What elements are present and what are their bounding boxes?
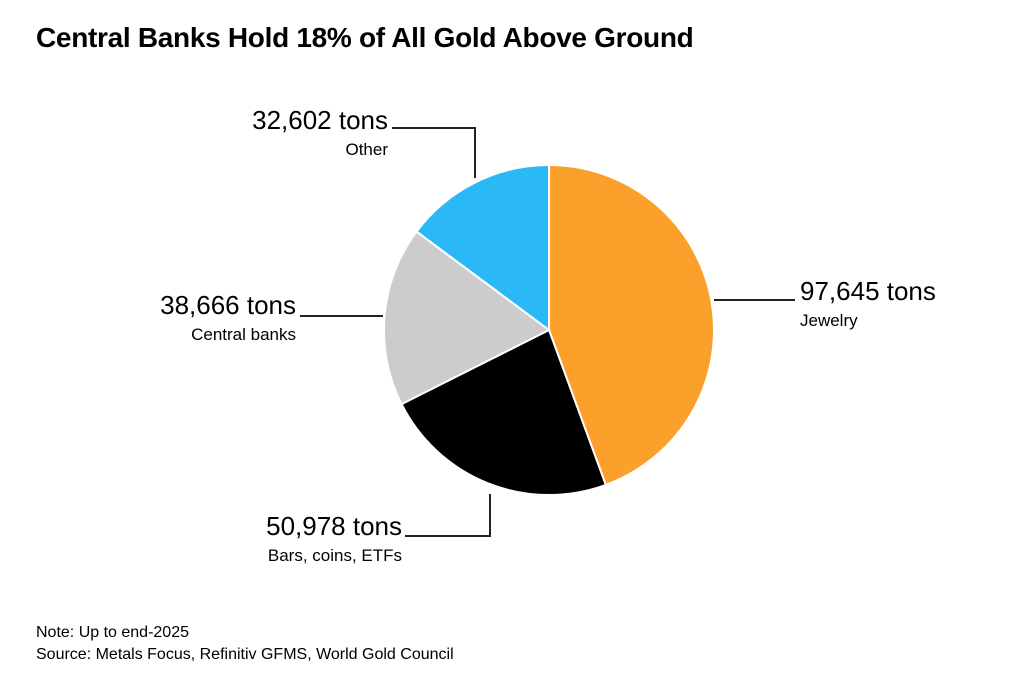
category-label-bars-coins-etfs: Bars, coins, ETFs [268,546,402,565]
note: Note: Up to end-2025 [36,624,189,641]
value-label-jewelry: 97,645 tons [800,276,936,306]
value-label-other: 32,602 tons [252,105,388,135]
leader-line-bars-coins-etfs [405,494,491,537]
source: Source: Metals Focus, Refinitiv GFMS, Wo… [36,646,454,663]
pie-slice-central-banks [383,230,551,406]
pie-slice-bars-coins-etfs [400,328,608,496]
value-label-bars-coins-etfs: 50,978 tons [266,511,402,541]
leader-line-other [392,127,476,178]
pie-slice-jewelry [548,163,715,487]
pie-slice-other [415,163,550,332]
value-label-central-banks: 38,666 tons [160,290,296,320]
category-label-central-banks: Central banks [191,325,296,344]
chart-title: Central Banks Hold 18% of All Gold Above… [36,22,694,53]
category-label-jewelry: Jewelry [800,311,858,330]
category-label-other: Other [345,140,388,159]
